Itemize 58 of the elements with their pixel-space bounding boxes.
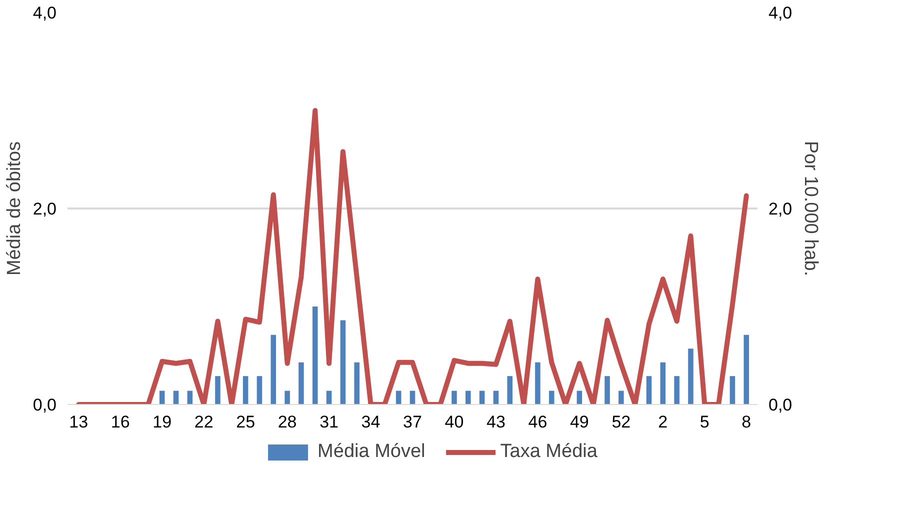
bar <box>535 362 540 404</box>
bar <box>326 390 332 404</box>
bar <box>688 348 694 404</box>
x-tick-label: 28 <box>278 412 297 432</box>
bar <box>270 334 276 404</box>
bar <box>452 390 457 404</box>
bar <box>312 306 318 404</box>
bar <box>410 390 416 404</box>
bar <box>340 320 346 404</box>
bar <box>284 390 290 404</box>
bar <box>215 376 220 404</box>
bar <box>256 376 262 404</box>
y-axis-title: Média de óbitos <box>4 141 25 276</box>
bar <box>730 376 736 404</box>
bar <box>646 376 652 404</box>
x-tick-label: 2 <box>658 412 668 432</box>
bar <box>173 390 179 404</box>
bar <box>493 390 499 404</box>
x-tick-label: 37 <box>403 412 422 432</box>
bar <box>187 390 193 404</box>
bar <box>660 362 666 404</box>
legend-label: Taxa Média <box>500 441 598 463</box>
bar <box>479 390 485 404</box>
y2-axis-title: Por 10.000 hab. <box>800 140 822 276</box>
bar <box>548 390 554 404</box>
bar <box>674 376 680 404</box>
bar <box>159 390 165 404</box>
x-tick-label: 5 <box>700 412 710 432</box>
x-tick-label: 13 <box>69 412 88 432</box>
y-tick-label: 4,0 <box>32 4 57 22</box>
x-tick-label: 52 <box>612 412 631 432</box>
x-tick-label: 34 <box>361 412 380 432</box>
bar <box>466 390 471 404</box>
y-tick-label: 2,0 <box>32 200 57 218</box>
bar <box>604 376 610 404</box>
x-tick-label: 25 <box>236 412 256 432</box>
x-tick-label: 46 <box>528 412 548 432</box>
bar <box>396 390 402 404</box>
bar <box>354 362 360 404</box>
bar <box>576 390 582 404</box>
y2-tick-label: 2,0 <box>768 200 792 218</box>
bar <box>507 376 513 404</box>
bar <box>242 376 248 404</box>
bar <box>298 362 304 404</box>
x-tick-label: 49 <box>570 412 589 432</box>
y2-tick-label: 4,0 <box>768 4 792 22</box>
x-tick-label: 22 <box>194 412 214 432</box>
x-tick-label: 43 <box>486 412 506 432</box>
legend-label: Média Móvel <box>318 441 426 463</box>
y2-tick-label: 0,0 <box>768 396 792 414</box>
x-tick-label: 16 <box>110 412 130 432</box>
x-tick-label: 31 <box>320 412 338 432</box>
x-tick-label: 40 <box>444 412 464 432</box>
y-tick-label: 0,0 <box>32 396 57 414</box>
bar <box>744 334 750 404</box>
x-tick-label: 19 <box>152 412 172 432</box>
bar <box>618 390 624 404</box>
x-tick-label: 8 <box>742 412 752 432</box>
